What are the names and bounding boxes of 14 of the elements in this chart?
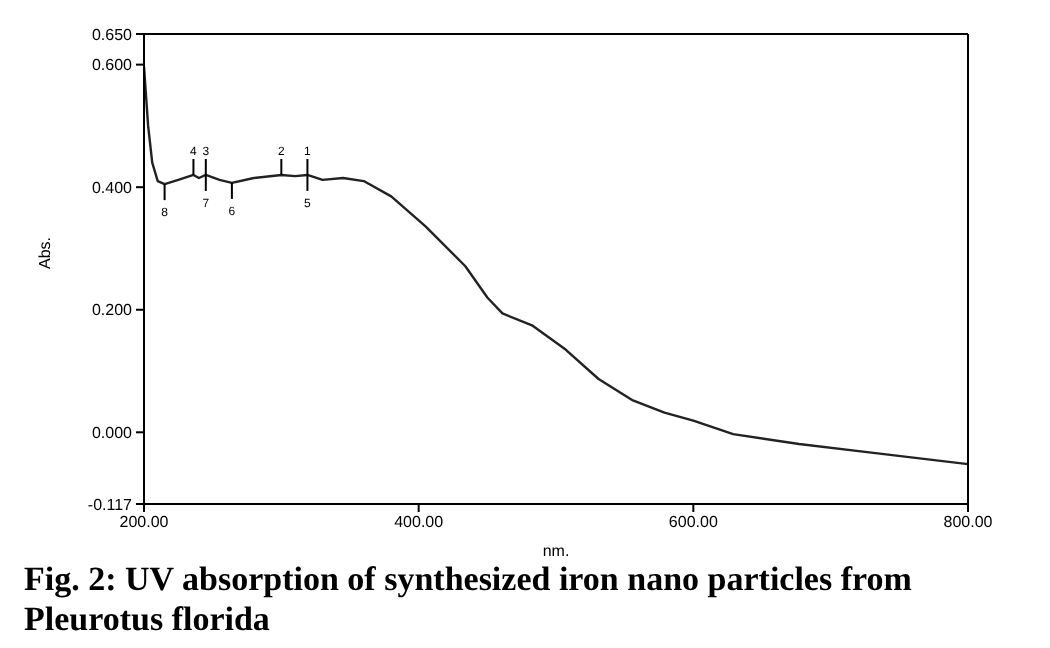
y-tick-label: 0.000: [91, 423, 134, 442]
y-tick-label: 0.400: [91, 178, 134, 197]
text: Fig. 2: UV absorption of synthesized iron nano particles from Pleurotus florida: [22, 560, 914, 640]
line-series: [144, 65, 968, 466]
x-tick-label: 800.00: [943, 513, 994, 532]
x-tick-label: 600.00: [668, 513, 719, 532]
y-tick-label: 0.650: [91, 25, 134, 44]
x-tick-label: 400.00: [394, 513, 445, 532]
x-axis-title: nm.: [542, 542, 570, 560]
y-tick-label: 0.600: [91, 56, 134, 75]
y-tick-label: -0.117: [87, 495, 134, 514]
x-tick-label: 200.00: [119, 513, 170, 532]
y-axis-title: Abs.: [35, 236, 54, 269]
y-tick-label: 0.200: [91, 301, 134, 320]
